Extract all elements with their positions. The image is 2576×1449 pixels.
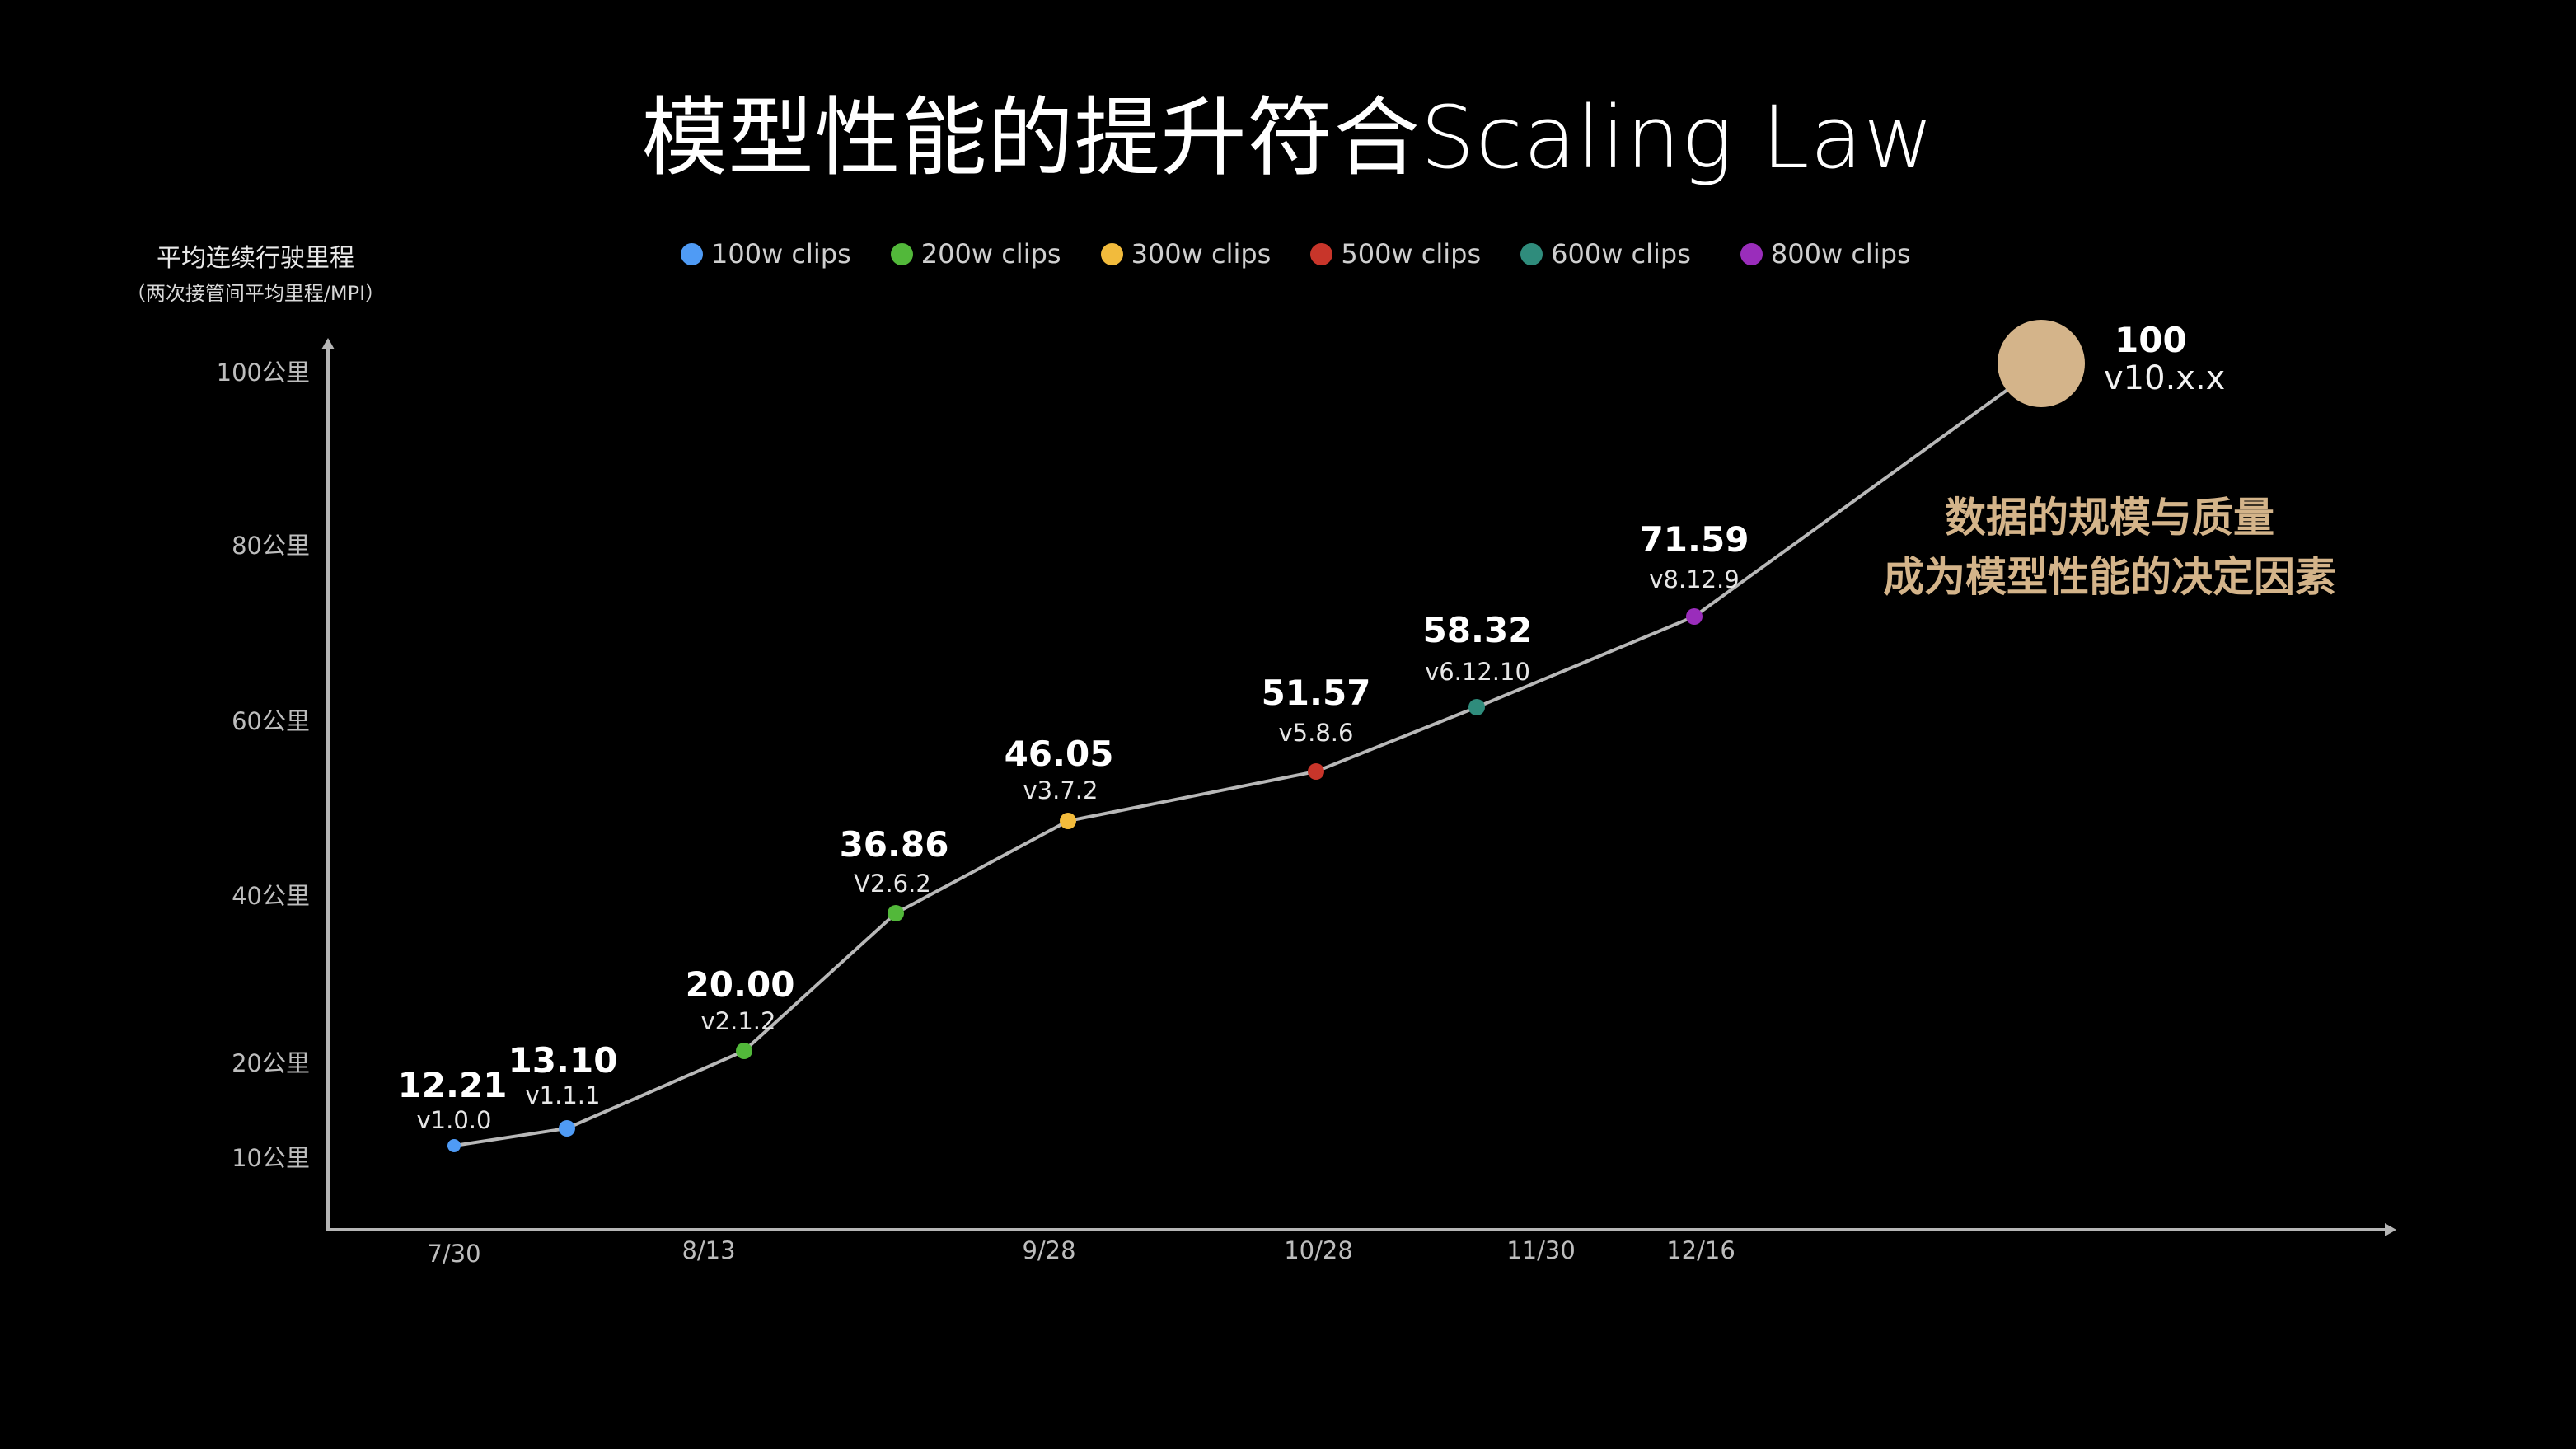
point-version: v2.1.2	[700, 1007, 776, 1035]
y-tick-label: 60公里	[232, 707, 310, 735]
x-tick-label: 10/28	[1284, 1236, 1353, 1264]
point-version: v5.8.6	[1278, 719, 1354, 747]
point-version: v1.1.1	[525, 1081, 601, 1109]
point-value: 51.57	[1261, 673, 1371, 713]
y-axis-title-line1: 平均连续行驶里程	[157, 244, 354, 273]
x-tick-label: 12/16	[1666, 1236, 1735, 1264]
point-value: 71.59	[1639, 519, 1749, 560]
data-point	[559, 1120, 575, 1137]
data-point	[1060, 813, 1076, 829]
legend-item-300w: 300w clips	[1100, 238, 1272, 270]
point-version: V2.6.2	[854, 870, 931, 898]
x-tick-label: 11/30	[1506, 1236, 1576, 1264]
point-version: v3.7.2	[1023, 776, 1098, 804]
data-point	[1686, 608, 1703, 625]
point-version: v1.0.0	[416, 1106, 492, 1134]
data-point	[888, 905, 904, 921]
legend-dot-icon	[1310, 242, 1333, 265]
data-point	[1308, 763, 1324, 780]
legend-item-600w: 600w clips	[1520, 238, 1691, 270]
legend-item-100w: 100w clips	[681, 238, 851, 270]
legend-label: 800w clips	[1770, 238, 1911, 270]
point-value: 58.32	[1422, 610, 1533, 650]
x-tick-label: 7/30	[427, 1240, 481, 1268]
point-value: 12.21	[397, 1065, 508, 1105]
legend-dot-icon	[1520, 242, 1543, 265]
point-value: 20.00	[685, 964, 795, 1005]
y-axis-arrow-icon	[321, 338, 335, 349]
point-value: 36.86	[839, 824, 949, 865]
x-tick-label: 8/13	[681, 1236, 736, 1264]
data-point	[736, 1043, 752, 1059]
annotation-line1: 数据的规模与质量	[1945, 494, 2274, 542]
legend-dot-icon	[1100, 242, 1123, 265]
legend-label: 500w clips	[1341, 238, 1482, 270]
legend-label: 600w clips	[1551, 238, 1691, 270]
y-tick-label: 40公里	[232, 882, 310, 910]
y-tick-label: 20公里	[232, 1049, 310, 1077]
legend-label: 100w clips	[711, 238, 851, 270]
legend-dot-icon	[890, 242, 913, 265]
legend-dot-icon	[1740, 242, 1763, 265]
point-value: 46.05	[1004, 734, 1114, 774]
point-version: v6.12.10	[1425, 658, 1530, 686]
legend-label: 300w clips	[1131, 238, 1272, 270]
annotation-line2: 成为模型性能的决定因素	[1883, 553, 2336, 601]
point-value: 13.10	[508, 1040, 618, 1081]
x-tick-label: 9/28	[1022, 1236, 1076, 1264]
projected-version: v10.x.x	[2104, 359, 2226, 397]
legend: 100w clips 200w clips 300w clips 500w cl…	[681, 237, 1951, 270]
y-axis-title-line2: （两次接管间平均里程/MPI）	[125, 282, 386, 305]
legend-label: 200w clips	[920, 238, 1061, 270]
legend-dot-icon	[681, 242, 703, 265]
legend-item-500w: 500w clips	[1310, 238, 1481, 270]
projected-value: 100	[2115, 320, 2187, 360]
legend-item-200w: 200w clips	[890, 238, 1061, 270]
y-tick-label: 80公里	[232, 532, 310, 560]
y-tick-label: 10公里	[232, 1144, 310, 1172]
data-point	[447, 1139, 461, 1152]
data-point	[1468, 699, 1485, 715]
legend-item-800w: 800w clips	[1740, 238, 1911, 270]
point-version: v8.12.9	[1649, 565, 1740, 593]
y-tick-label: 100公里	[216, 359, 310, 387]
chart-title: 模型性能的提升符合Scaling Law	[641, 87, 1935, 188]
projected-point	[1998, 320, 2085, 407]
x-axis-arrow-icon	[2385, 1223, 2396, 1236]
